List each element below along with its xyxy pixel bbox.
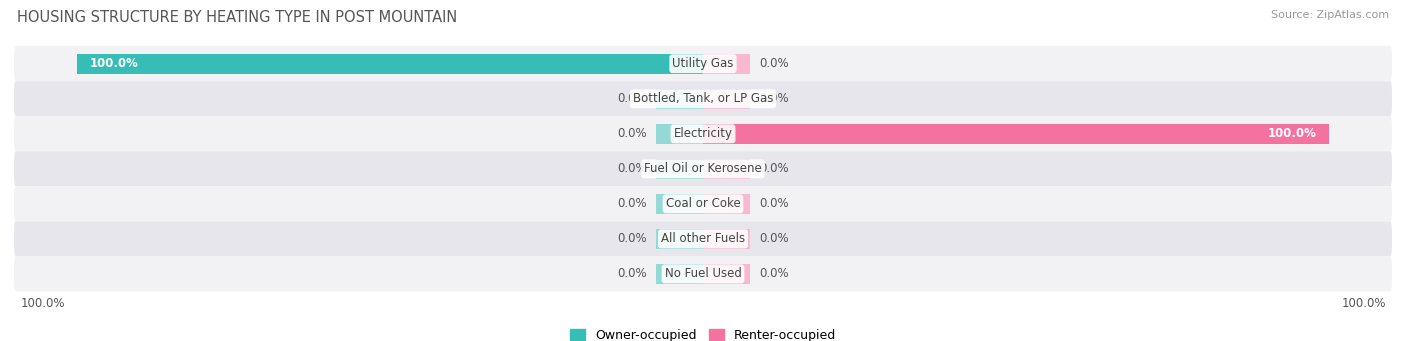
Text: 0.0%: 0.0%: [759, 232, 789, 246]
Bar: [703, 123, 1329, 144]
Bar: [703, 159, 749, 179]
FancyBboxPatch shape: [14, 116, 1392, 151]
Bar: [77, 54, 703, 74]
Text: Electricity: Electricity: [673, 127, 733, 140]
Bar: [657, 229, 703, 249]
Text: Fuel Oil or Kerosene: Fuel Oil or Kerosene: [644, 162, 762, 175]
Bar: [657, 264, 703, 284]
Text: 0.0%: 0.0%: [617, 267, 647, 280]
FancyBboxPatch shape: [14, 186, 1392, 221]
Bar: [703, 194, 749, 214]
Text: 0.0%: 0.0%: [617, 197, 647, 210]
Text: Utility Gas: Utility Gas: [672, 57, 734, 70]
Bar: [657, 159, 703, 179]
FancyBboxPatch shape: [14, 221, 1392, 256]
Bar: [657, 89, 703, 109]
Bar: [657, 194, 703, 214]
FancyBboxPatch shape: [14, 151, 1392, 186]
Text: 0.0%: 0.0%: [759, 92, 789, 105]
Text: All other Fuels: All other Fuels: [661, 232, 745, 246]
Text: 0.0%: 0.0%: [617, 162, 647, 175]
Legend: Owner-occupied, Renter-occupied: Owner-occupied, Renter-occupied: [565, 324, 841, 341]
Text: 0.0%: 0.0%: [759, 267, 789, 280]
Bar: [657, 123, 703, 144]
Text: 0.0%: 0.0%: [617, 92, 647, 105]
Text: 100.0%: 100.0%: [1268, 127, 1317, 140]
Bar: [703, 54, 749, 74]
Bar: [657, 54, 703, 74]
Bar: [703, 229, 749, 249]
Text: 0.0%: 0.0%: [759, 57, 789, 70]
FancyBboxPatch shape: [14, 256, 1392, 292]
Bar: [703, 89, 749, 109]
Text: No Fuel Used: No Fuel Used: [665, 267, 741, 280]
Bar: [703, 123, 749, 144]
FancyBboxPatch shape: [14, 81, 1392, 116]
Text: 0.0%: 0.0%: [759, 197, 789, 210]
Text: 0.0%: 0.0%: [759, 162, 789, 175]
Text: 100.0%: 100.0%: [20, 297, 65, 310]
Text: HOUSING STRUCTURE BY HEATING TYPE IN POST MOUNTAIN: HOUSING STRUCTURE BY HEATING TYPE IN POS…: [17, 10, 457, 25]
Bar: [703, 264, 749, 284]
Text: Coal or Coke: Coal or Coke: [665, 197, 741, 210]
Text: Source: ZipAtlas.com: Source: ZipAtlas.com: [1271, 10, 1389, 20]
Text: 100.0%: 100.0%: [89, 57, 138, 70]
FancyBboxPatch shape: [14, 46, 1392, 81]
Text: 100.0%: 100.0%: [1341, 297, 1386, 310]
Text: Bottled, Tank, or LP Gas: Bottled, Tank, or LP Gas: [633, 92, 773, 105]
Text: 0.0%: 0.0%: [617, 232, 647, 246]
Text: 0.0%: 0.0%: [617, 127, 647, 140]
